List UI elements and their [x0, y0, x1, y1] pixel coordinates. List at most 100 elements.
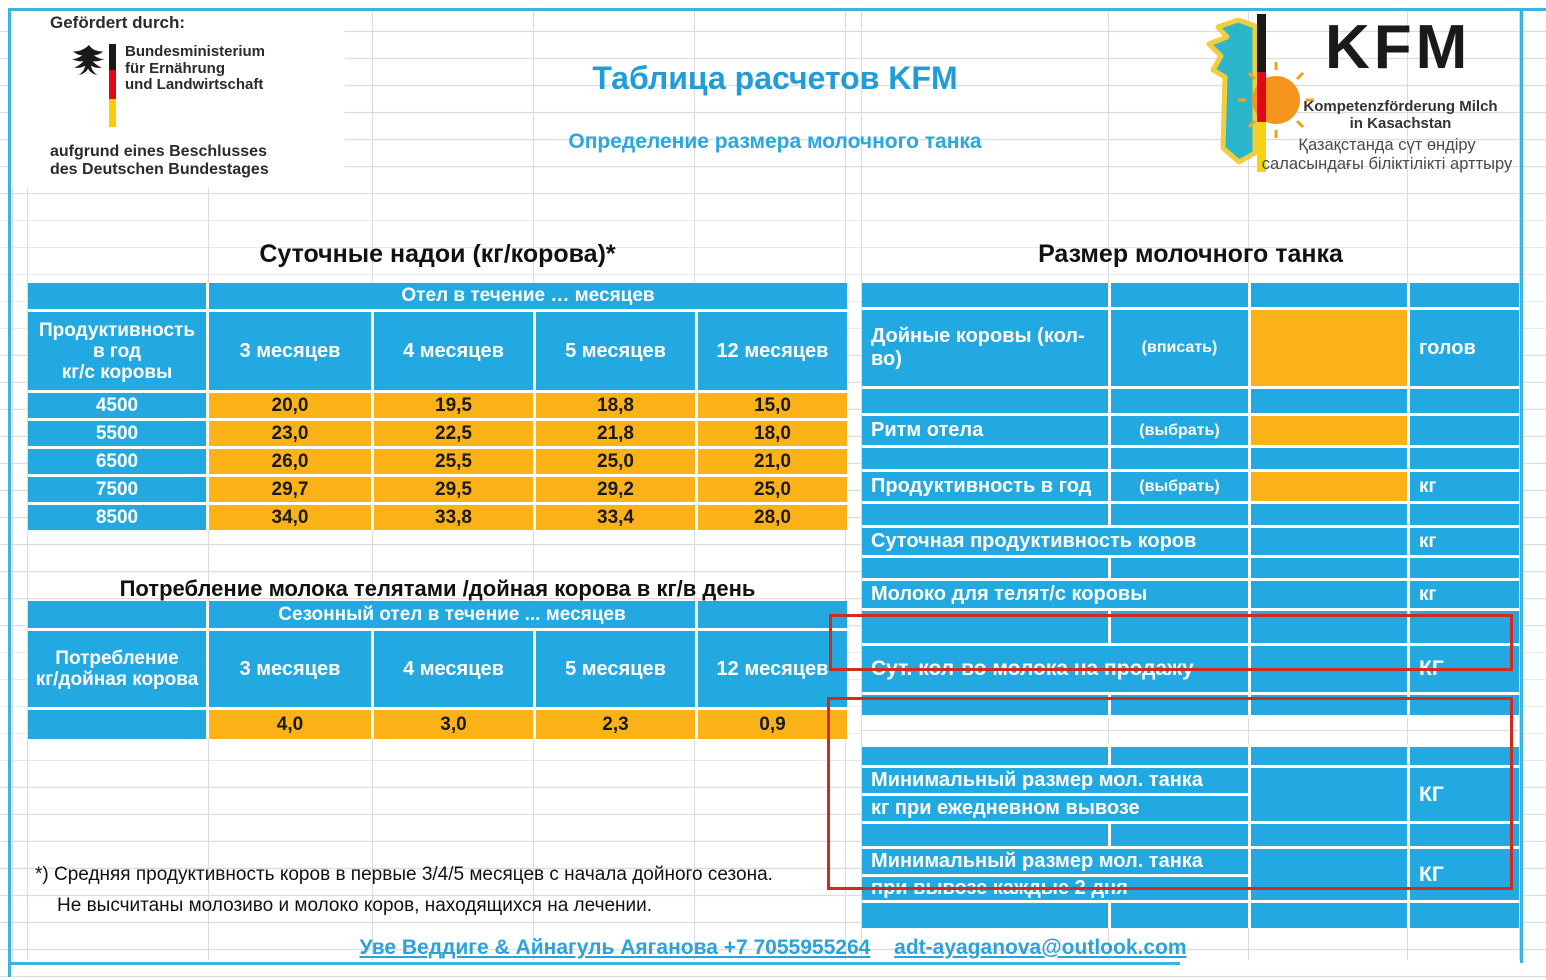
month-column-header: 12 месяцев: [698, 631, 847, 707]
tank-table: Дойные коровы (кол-во) (вписать) голов Р…: [862, 283, 1519, 928]
footer-contacts: Уве Веддиге & Айнагуль Аяганова +7 70559…: [0, 936, 1546, 960]
yield-row-label: 4500: [28, 393, 206, 418]
yield-value-cell: 18,0: [698, 421, 847, 446]
yield-value-cell: 23,0: [209, 421, 371, 446]
tank-row-unit: КГ: [1410, 768, 1519, 821]
calf-value-cell: 4,0: [209, 710, 371, 739]
yield-value-cell: 25,0: [536, 449, 695, 474]
calving-rhythm-input-cell[interactable]: [1251, 416, 1407, 445]
kfm-subtitle-de: in Kasachstan: [1349, 115, 1452, 132]
tank-row-hint: (вписать): [1111, 310, 1248, 386]
yield-value-cell: 15,0: [698, 393, 847, 418]
calf-table: Сезонный отел в течение ... месяцев Потр…: [28, 601, 847, 739]
kfm-stripe-yellow: [1257, 122, 1266, 172]
tank-row-hint: (выбрать): [1111, 416, 1248, 445]
yearly-yield-input-cell[interactable]: [1251, 472, 1407, 501]
gridline-vertical: [27, 8, 28, 960]
yield-header-line: Продуктивность: [38, 319, 196, 341]
daily-yield-table: Отел в течение … месяцев Продуктивность …: [28, 283, 847, 530]
seasonal-band-label: Сезонный отел в течение ... месяцев: [209, 601, 695, 628]
tank-row-label: Минимальный размер мол. танка: [862, 768, 1248, 793]
sun-rays-icon: [1238, 62, 1314, 138]
month-column-header: 5 месяцев: [536, 312, 695, 390]
spacer-band: [862, 389, 1519, 413]
beschluss-line: des Deutschen Bundestages: [50, 160, 269, 178]
yield-value-cell: 26,0: [209, 449, 371, 474]
calf-header-line: кг/дойная корова: [35, 669, 199, 690]
month-column-header: 12 месяцев: [698, 312, 847, 390]
beschluss-line: aufgrund eines Beschlusses: [50, 143, 267, 160]
frame-right: [1520, 8, 1523, 963]
tank-table-title: Размер молочного танка: [1038, 240, 1343, 268]
annotation-box-sales: [829, 614, 1513, 671]
yield-value-cell: 34,0: [209, 505, 371, 530]
ministry-line: und Landwirtschaft: [125, 76, 264, 93]
yield-value-cell: 33,4: [536, 505, 695, 530]
tank-result-cell: [1251, 849, 1407, 900]
month-column-header: 3 месяцев: [209, 312, 371, 390]
tank-row-unit: [1410, 416, 1519, 445]
tank-result-cell: [1251, 768, 1407, 821]
tank-row-unit: кг: [1410, 472, 1519, 501]
gridline-vertical: [12, 8, 13, 960]
frame-left: [8, 8, 11, 977]
yield-value-cell: 33,8: [374, 505, 533, 530]
yield-value-cell: 28,0: [698, 505, 847, 530]
yield-row-label: 7500: [28, 477, 206, 502]
band-corner-cell: [28, 601, 206, 628]
ministry-line: für Ernährung: [125, 59, 225, 77]
yield-row-label: 8500: [28, 505, 206, 530]
tank-row-unit: КГ: [1410, 849, 1519, 900]
gridline-vertical: [1519, 8, 1520, 960]
month-column-header: 5 месяцев: [536, 631, 695, 707]
spacer-band: [862, 695, 1519, 715]
calf-empty-label-cell: [28, 710, 206, 739]
page-subtitle: Определение размера молочного танка: [568, 130, 982, 153]
tank-row-unit: кг: [1410, 581, 1519, 608]
tank-row-label: Суточная продуктивность коров: [862, 528, 1248, 555]
kfm-cow-logo: [1206, 14, 1314, 172]
spacer-band: [862, 448, 1519, 469]
band-corner-cell: [28, 283, 206, 309]
yield-value-cell: 22,5: [374, 421, 533, 446]
daily-yield-table-title: Суточные надои (кг/корова)*: [259, 240, 616, 268]
flag-stripe-black: [109, 44, 116, 70]
tank-result-cell: [1251, 528, 1407, 555]
spacer-band: [862, 747, 1519, 765]
calf-row-header: Потребление кг/дойная корова: [28, 631, 206, 707]
flag-stripe-gold: [109, 99, 116, 127]
gridline-vertical: [861, 8, 862, 960]
yield-value-cell: 19,5: [374, 393, 533, 418]
contact-email-link[interactable]: adt-ayaganova@outlook.com: [894, 936, 1187, 959]
page-title: Таблица расчетов KFM: [592, 60, 958, 96]
tank-row-label: Молоко для телят/с коровы: [862, 581, 1248, 608]
calf-value-cell: 3,0: [374, 710, 533, 739]
yield-value-cell: 29,7: [209, 477, 371, 502]
calf-value-cell: 2,3: [536, 710, 695, 739]
spacer-band: [862, 824, 1519, 846]
kfm-stripe-red: [1257, 72, 1266, 122]
yield-row-label: 5500: [28, 421, 206, 446]
spacer-band: [862, 504, 1519, 525]
federal-eagle-icon: [72, 44, 105, 76]
flag-stripe-red: [109, 70, 116, 99]
frame-bottom: [8, 962, 1180, 965]
month-column-header: 4 месяцев: [374, 312, 533, 390]
yield-value-cell: 21,8: [536, 421, 695, 446]
yield-value-cell: 20,0: [209, 393, 371, 418]
spacer-band: [862, 558, 1519, 578]
yield-header-line: в год: [92, 340, 142, 362]
yield-header-line: кг/с коровы: [61, 361, 173, 383]
yield-row-header: Продуктивность в год кг/с коровы: [28, 312, 206, 390]
yield-value-cell: 29,5: [374, 477, 533, 502]
frame-top: [8, 8, 1546, 11]
cow-count-input-cell[interactable]: [1251, 310, 1407, 386]
footnote-line: *) Средняя продуктивность коров в первые…: [35, 864, 773, 885]
tank-row-label: Продуктивность в год: [862, 472, 1108, 501]
yield-value-cell: 29,2: [536, 477, 695, 502]
spacer-band: [862, 283, 1519, 307]
month-column-header: 3 месяцев: [209, 631, 371, 707]
yield-value-cell: 25,5: [374, 449, 533, 474]
kfm-subtitle-de: Kompetenzförderung Milch: [1303, 98, 1498, 115]
